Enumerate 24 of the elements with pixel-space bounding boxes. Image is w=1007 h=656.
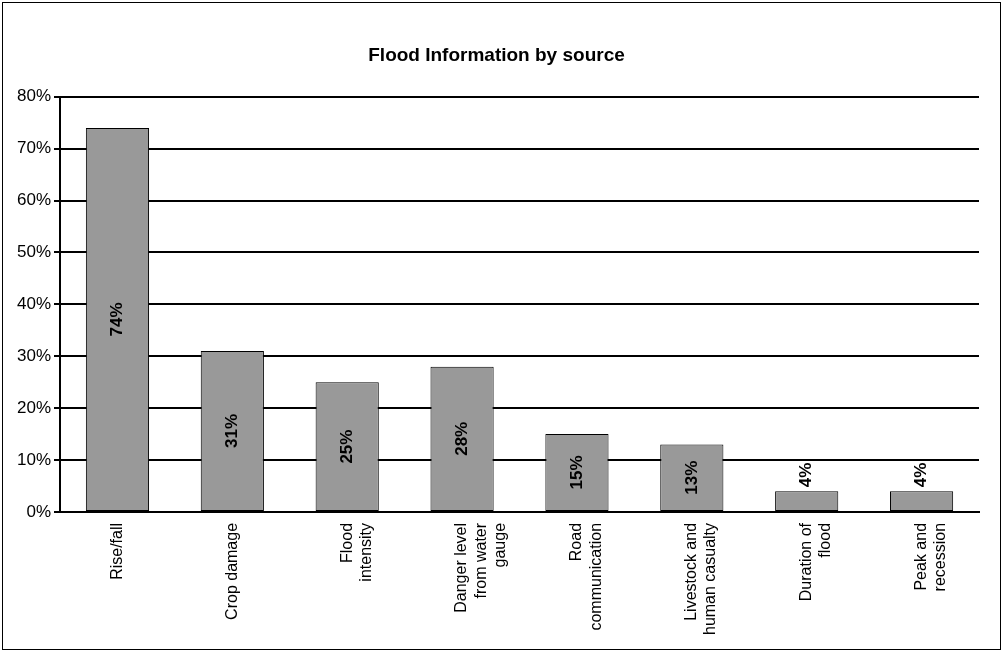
y-tick-label: 80% — [16, 86, 52, 106]
data-label: 4% — [796, 462, 816, 488]
x-tick-label: Flood intensity — [337, 522, 374, 582]
x-tick-label: Duration of flood — [797, 522, 834, 602]
y-tick-label: 0% — [26, 501, 52, 521]
data-label: 13% — [681, 460, 701, 495]
y-tick-label: 20% — [16, 397, 52, 417]
data-label: 25% — [336, 429, 356, 464]
y-tick-label: 50% — [16, 242, 52, 262]
data-label: 28% — [451, 421, 471, 456]
data-label: 31% — [222, 413, 242, 449]
data-label: 74% — [107, 302, 127, 337]
chart-title: Flood Information by source — [368, 43, 625, 65]
x-tick-label: Rise/fall — [107, 522, 125, 580]
x-tick-label: Crop damage — [222, 522, 240, 620]
y-tick-label: 60% — [16, 190, 52, 210]
data-label: 15% — [566, 455, 586, 490]
data-label: 4% — [911, 462, 931, 488]
x-tick-label: Peak and recession — [911, 522, 949, 592]
y-tick-label: 40% — [16, 294, 52, 314]
y-tick-label: 30% — [16, 345, 52, 365]
y-tick-label: 70% — [16, 138, 52, 158]
y-tick-label: 10% — [16, 449, 52, 469]
x-tick-label: Danger level from water gauge — [452, 522, 508, 613]
